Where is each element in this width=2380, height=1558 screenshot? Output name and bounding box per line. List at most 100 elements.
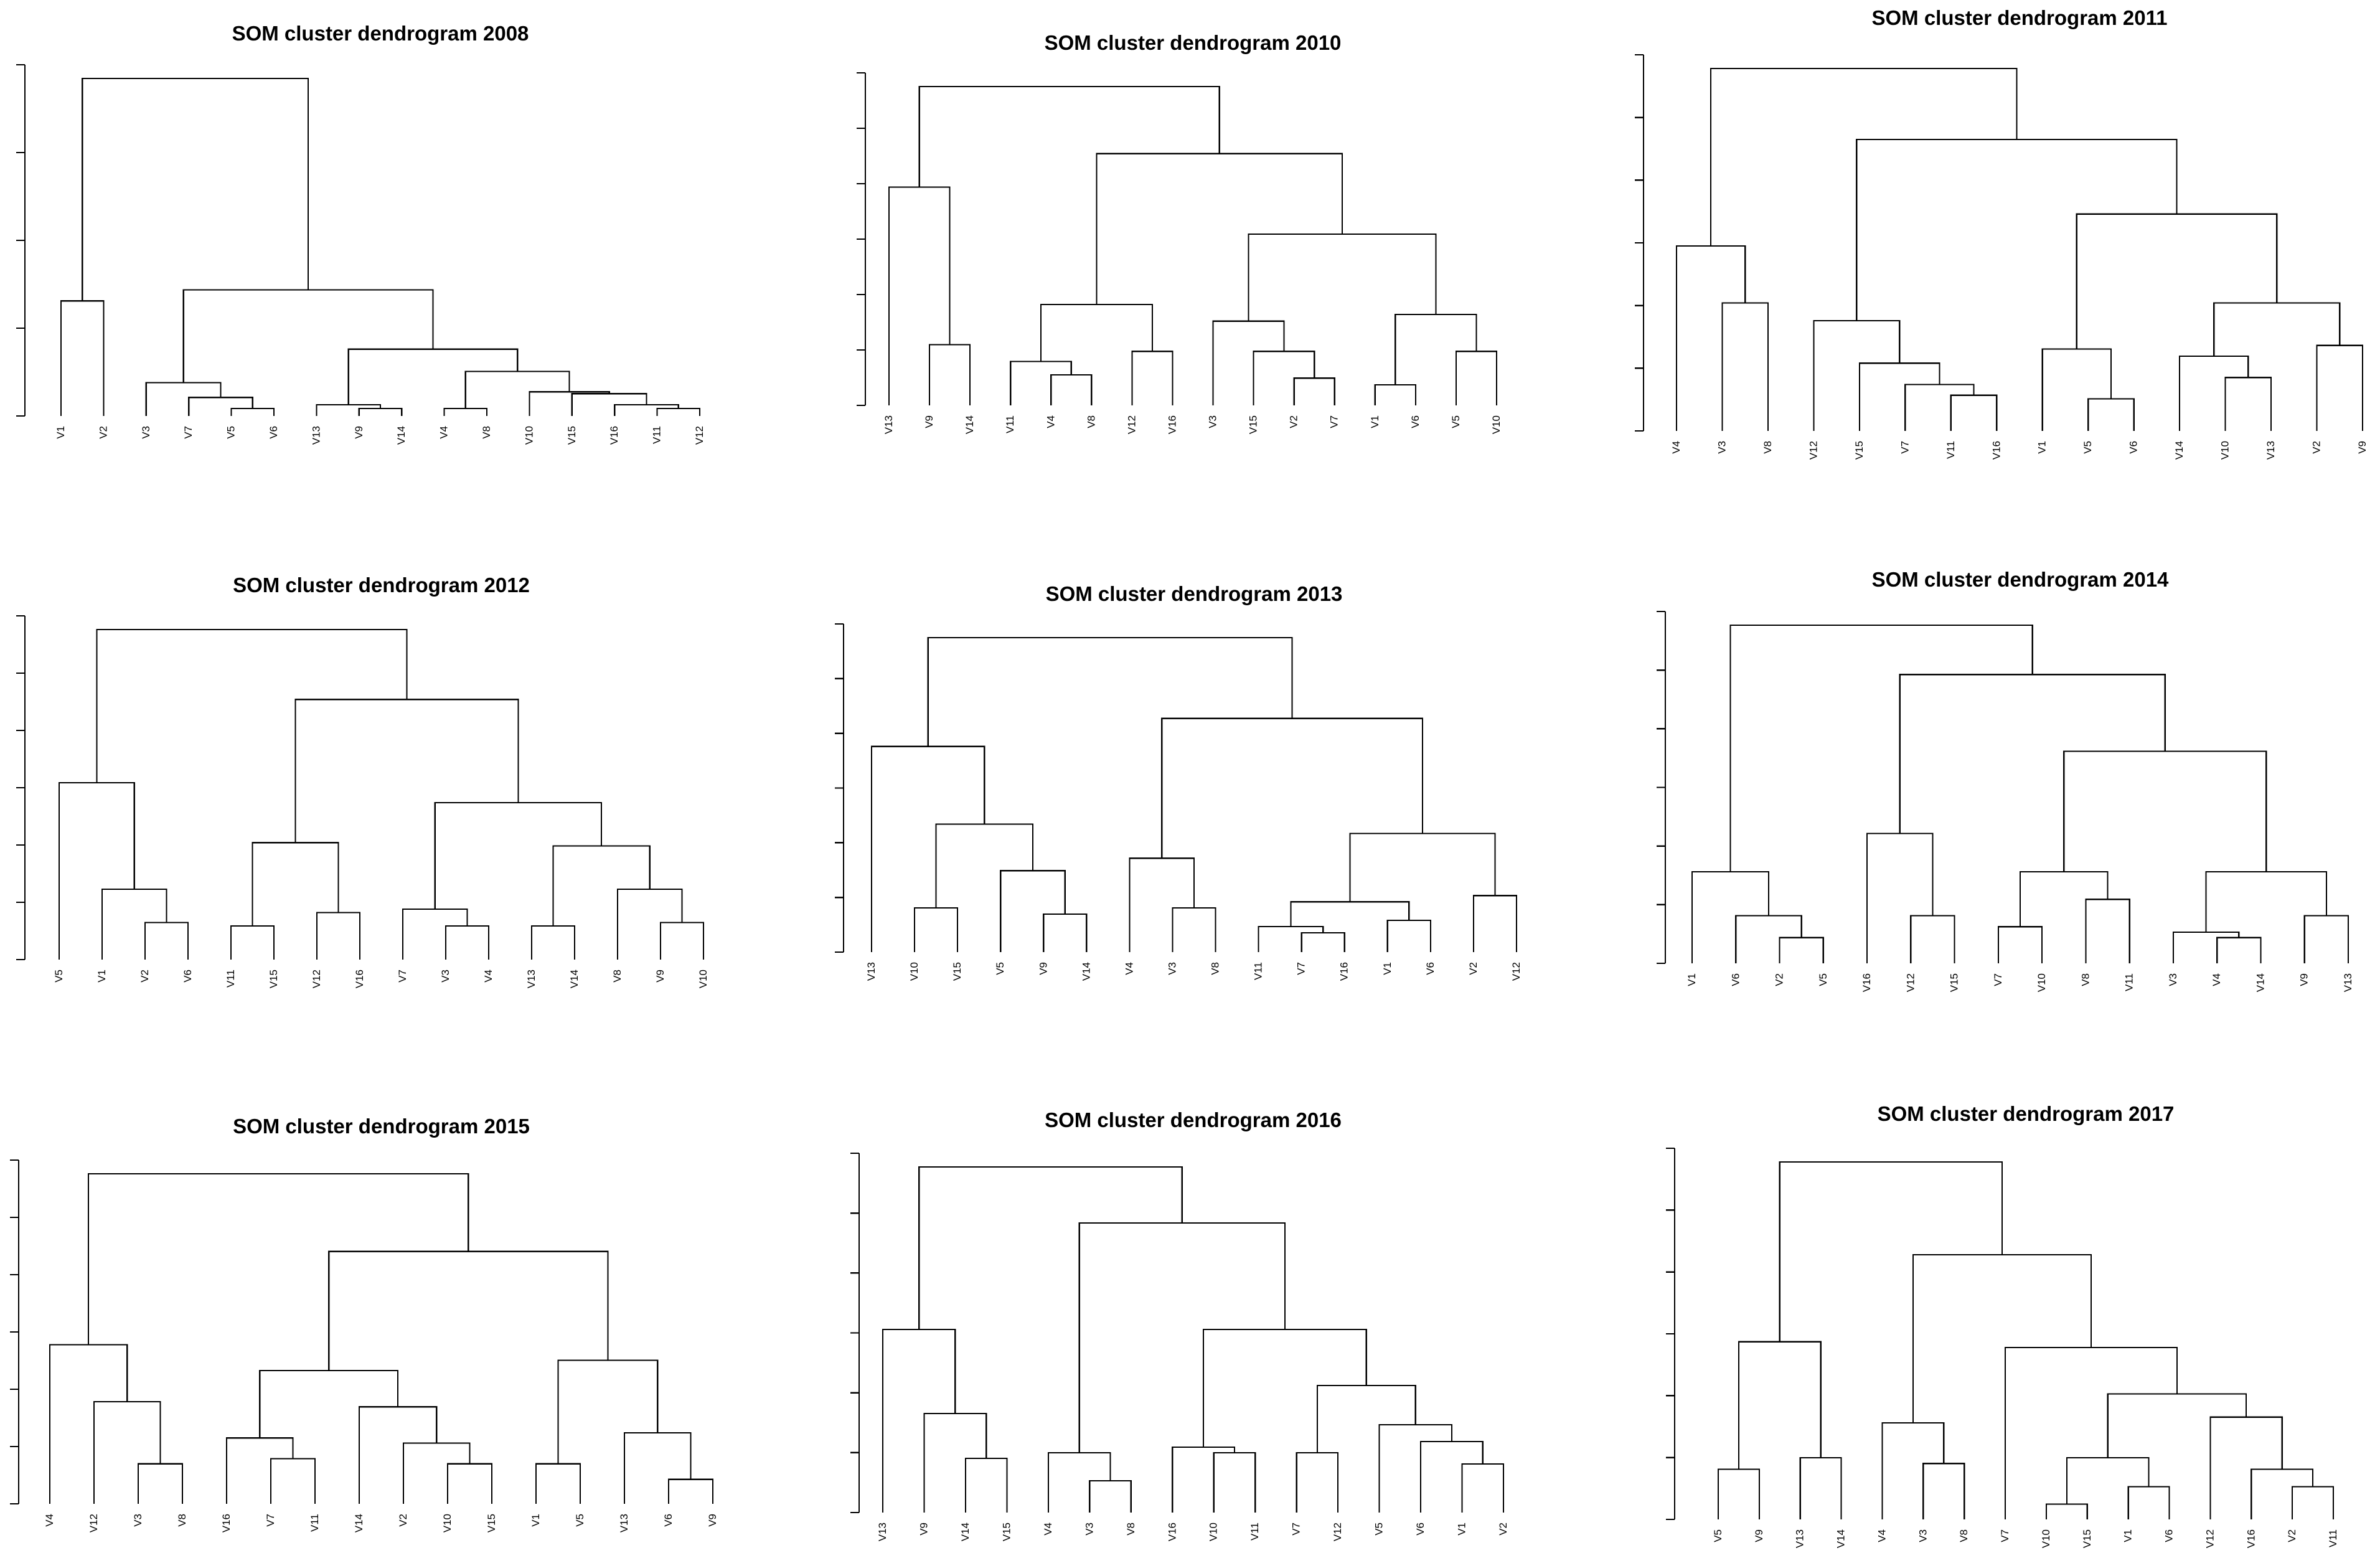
leaf-label: V8 xyxy=(1958,1529,1970,1542)
merge-link xyxy=(145,382,222,416)
leaf-label: V7 xyxy=(1329,415,1340,428)
leaf-label: V12 xyxy=(1807,441,1819,460)
leaf-label: V7 xyxy=(1992,973,2004,986)
merge-link xyxy=(1472,895,1518,952)
leaf-label: V15 xyxy=(566,426,578,445)
leaf-label: V3 xyxy=(1917,1529,1929,1542)
leaf-label: V1 xyxy=(2122,1529,2134,1542)
leaf-label: V3 xyxy=(440,970,451,983)
merge-link xyxy=(918,1166,1183,1329)
leaf-label: V6 xyxy=(662,1514,674,1527)
merge-link xyxy=(1258,925,1324,952)
merge-link xyxy=(2251,1468,2314,1519)
leaf-label: V13 xyxy=(2265,441,2277,460)
merge-link xyxy=(1089,1480,1132,1513)
merge-link xyxy=(188,397,253,416)
leaf-label: V4 xyxy=(1670,441,1682,454)
merge-link xyxy=(1866,833,1934,963)
leaf-label: V11 xyxy=(1945,441,1957,459)
leaf-label: V13 xyxy=(618,1514,630,1532)
leaf-label: V15 xyxy=(1949,973,1960,992)
leaf-label: V15 xyxy=(951,962,963,981)
merge-link xyxy=(316,912,361,960)
leaf-label: V16 xyxy=(1338,962,1350,981)
merge-link xyxy=(2045,1503,2088,1519)
merge-link xyxy=(1010,361,1072,405)
merge-link xyxy=(1735,915,1802,963)
leaf-label: V4 xyxy=(1123,962,1135,975)
merge-link xyxy=(1799,1456,1842,1519)
leaf-label: V6 xyxy=(1729,973,1741,986)
leaf-label: V6 xyxy=(182,970,194,983)
merge-link xyxy=(1675,245,1746,431)
merge-link xyxy=(2172,931,2240,963)
leaf-label: V3 xyxy=(1207,415,1219,428)
merge-link xyxy=(2316,344,2364,431)
leaf-label: V16 xyxy=(354,970,365,988)
merge-link xyxy=(402,1442,471,1504)
leaf-label: V4 xyxy=(44,1514,55,1527)
leaf-label: V16 xyxy=(1990,441,2002,460)
leaf-label: V5 xyxy=(574,1514,586,1527)
merge-link xyxy=(1912,1253,2092,1423)
leaf-label: V2 xyxy=(2311,441,2323,454)
leaf-label: V2 xyxy=(2286,1529,2298,1542)
leaf-label: V8 xyxy=(1085,415,1097,428)
merge-link xyxy=(1050,374,1093,405)
merge-link xyxy=(446,1463,493,1504)
leaf-label: V15 xyxy=(1853,441,1865,460)
leaf-label: V10 xyxy=(523,426,535,445)
merge-link xyxy=(1000,870,1066,952)
merge-link xyxy=(1078,1222,1286,1453)
merge-link xyxy=(358,407,403,416)
leaf-label: V2 xyxy=(97,426,109,439)
leaf-label: V16 xyxy=(1166,415,1178,434)
leaf-label: V5 xyxy=(2082,441,2094,454)
leaf-label: V16 xyxy=(220,1514,232,1532)
leaf-label: V13 xyxy=(1794,1529,1806,1548)
merge-link xyxy=(1043,914,1088,952)
merge-link xyxy=(530,925,576,960)
leaf-label: V6 xyxy=(268,426,280,439)
leaf-label: V15 xyxy=(486,1514,497,1532)
merge-link xyxy=(230,407,275,416)
merge-link xyxy=(1212,320,1285,405)
leaf-label: V11 xyxy=(1004,415,1016,433)
merge-link xyxy=(1161,717,1424,859)
leaf-label: V11 xyxy=(1253,962,1264,980)
merge-link xyxy=(935,823,1034,909)
merge-link xyxy=(1213,1452,1256,1513)
merge-link xyxy=(464,371,570,409)
merge-link xyxy=(270,1458,316,1504)
leaf-label: V3 xyxy=(132,1514,144,1527)
leaf-label: V8 xyxy=(2079,973,2091,986)
leaf-label: V13 xyxy=(883,415,895,434)
merge-link xyxy=(1721,302,1769,431)
merge-link xyxy=(616,888,683,960)
merge-link xyxy=(667,1478,714,1504)
merge-link xyxy=(1386,919,1431,952)
merge-link xyxy=(913,907,959,952)
merge-link xyxy=(358,1406,438,1504)
merge-link xyxy=(1910,915,1955,963)
leaf-label: V3 xyxy=(140,426,152,439)
merge-link xyxy=(316,404,382,416)
merge-link xyxy=(1395,313,1477,385)
dendrogram-2008: SOM cluster dendrogram 2008 V1 V2 V3 V7 V5 V6 V… xyxy=(16,22,705,445)
leaf-label: V12 xyxy=(1904,973,1916,992)
merge-link xyxy=(2066,1456,2150,1504)
merge-link xyxy=(294,699,519,843)
dendrogram-2012: SOM cluster dendrogram 2012 V5 V1 V2 V6 V11 V1… xyxy=(16,574,709,988)
merge-link xyxy=(82,77,309,301)
leaf-label: V14 xyxy=(1080,962,1092,981)
merge-link xyxy=(49,1344,128,1504)
leaf-label: V16 xyxy=(2245,1529,2257,1548)
leaf-label: V1 xyxy=(96,970,108,983)
merge-link xyxy=(230,925,275,960)
leaf-label: V8 xyxy=(1762,441,1774,454)
leaf-label: V11 xyxy=(309,1514,321,1532)
leaf-label: V9 xyxy=(2298,973,2310,986)
leaf-label: V2 xyxy=(1288,415,1300,428)
leaf-label: V2 xyxy=(1774,973,1785,986)
leaf-label: V12 xyxy=(1332,1523,1343,1541)
